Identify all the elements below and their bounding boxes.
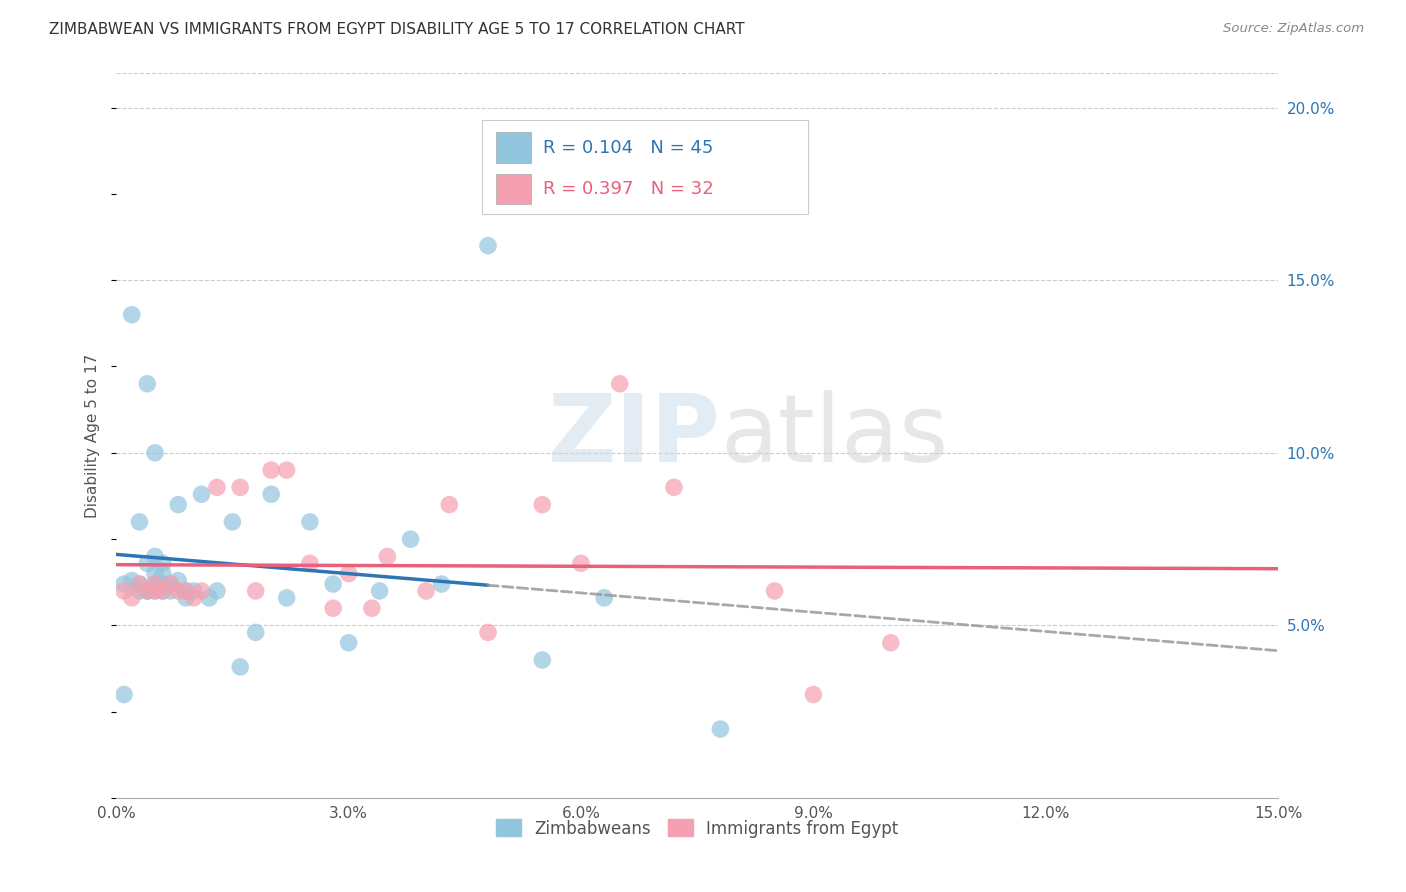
Point bbox=[143, 577, 166, 591]
Point bbox=[159, 584, 181, 599]
Point bbox=[198, 591, 221, 605]
Y-axis label: Disability Age 5 to 17: Disability Age 5 to 17 bbox=[86, 353, 100, 517]
Point bbox=[337, 636, 360, 650]
Text: R = 0.104   N = 45: R = 0.104 N = 45 bbox=[543, 138, 713, 157]
Point bbox=[276, 591, 298, 605]
Point bbox=[322, 601, 344, 615]
Point bbox=[569, 557, 592, 571]
Point bbox=[112, 577, 135, 591]
Point bbox=[112, 688, 135, 702]
Point bbox=[174, 584, 197, 599]
Point bbox=[276, 463, 298, 477]
Point bbox=[136, 557, 159, 571]
Point bbox=[322, 577, 344, 591]
Point bbox=[531, 498, 554, 512]
Point bbox=[298, 515, 321, 529]
Point bbox=[128, 577, 150, 591]
Point bbox=[136, 376, 159, 391]
Point bbox=[801, 688, 824, 702]
Point bbox=[298, 557, 321, 571]
FancyBboxPatch shape bbox=[496, 132, 531, 163]
Text: ZIMBABWEAN VS IMMIGRANTS FROM EGYPT DISABILITY AGE 5 TO 17 CORRELATION CHART: ZIMBABWEAN VS IMMIGRANTS FROM EGYPT DISA… bbox=[49, 22, 745, 37]
FancyBboxPatch shape bbox=[482, 120, 807, 214]
Point bbox=[121, 591, 143, 605]
Point bbox=[662, 480, 685, 494]
Point bbox=[415, 584, 437, 599]
Point bbox=[183, 591, 205, 605]
Point bbox=[245, 584, 267, 599]
Point bbox=[167, 498, 190, 512]
Text: Source: ZipAtlas.com: Source: ZipAtlas.com bbox=[1223, 22, 1364, 36]
Point bbox=[880, 636, 903, 650]
Point bbox=[136, 584, 159, 599]
Point bbox=[477, 238, 499, 252]
Point bbox=[174, 591, 197, 605]
Point bbox=[763, 584, 786, 599]
Point bbox=[183, 584, 205, 599]
Point bbox=[430, 577, 453, 591]
Point bbox=[143, 549, 166, 564]
Text: R = 0.397   N = 32: R = 0.397 N = 32 bbox=[543, 180, 713, 198]
Point bbox=[143, 584, 166, 599]
Point bbox=[477, 625, 499, 640]
Point bbox=[709, 722, 731, 736]
Text: atlas: atlas bbox=[720, 390, 949, 482]
Text: ZIP: ZIP bbox=[547, 390, 720, 482]
FancyBboxPatch shape bbox=[496, 174, 531, 204]
Point bbox=[128, 584, 150, 599]
Point bbox=[190, 487, 212, 501]
Point bbox=[121, 308, 143, 322]
Point bbox=[159, 577, 181, 591]
Point bbox=[360, 601, 382, 615]
Point bbox=[152, 557, 174, 571]
Point bbox=[368, 584, 391, 599]
Point bbox=[229, 660, 252, 674]
Point bbox=[128, 515, 150, 529]
Point bbox=[152, 584, 174, 599]
Point bbox=[121, 574, 143, 588]
Point bbox=[152, 584, 174, 599]
Point bbox=[260, 487, 283, 501]
Legend: Zimbabweans, Immigrants from Egypt: Zimbabweans, Immigrants from Egypt bbox=[489, 813, 905, 844]
Point bbox=[190, 584, 212, 599]
Point bbox=[143, 566, 166, 581]
Point bbox=[337, 566, 360, 581]
Point bbox=[167, 574, 190, 588]
Point bbox=[152, 577, 174, 591]
Point bbox=[152, 566, 174, 581]
Point bbox=[174, 584, 197, 599]
Point bbox=[128, 577, 150, 591]
Point bbox=[593, 591, 616, 605]
Point bbox=[439, 498, 461, 512]
Point bbox=[205, 480, 228, 494]
Point bbox=[159, 577, 181, 591]
Point bbox=[112, 584, 135, 599]
Point bbox=[143, 446, 166, 460]
Point bbox=[136, 584, 159, 599]
Point bbox=[205, 584, 228, 599]
Point bbox=[136, 584, 159, 599]
Point bbox=[531, 653, 554, 667]
Point bbox=[260, 463, 283, 477]
Point bbox=[143, 584, 166, 599]
Point bbox=[143, 577, 166, 591]
Point bbox=[229, 480, 252, 494]
Point bbox=[245, 625, 267, 640]
Point bbox=[377, 549, 399, 564]
Point bbox=[609, 376, 631, 391]
Point bbox=[167, 584, 190, 599]
Point bbox=[399, 532, 422, 546]
Point bbox=[221, 515, 243, 529]
